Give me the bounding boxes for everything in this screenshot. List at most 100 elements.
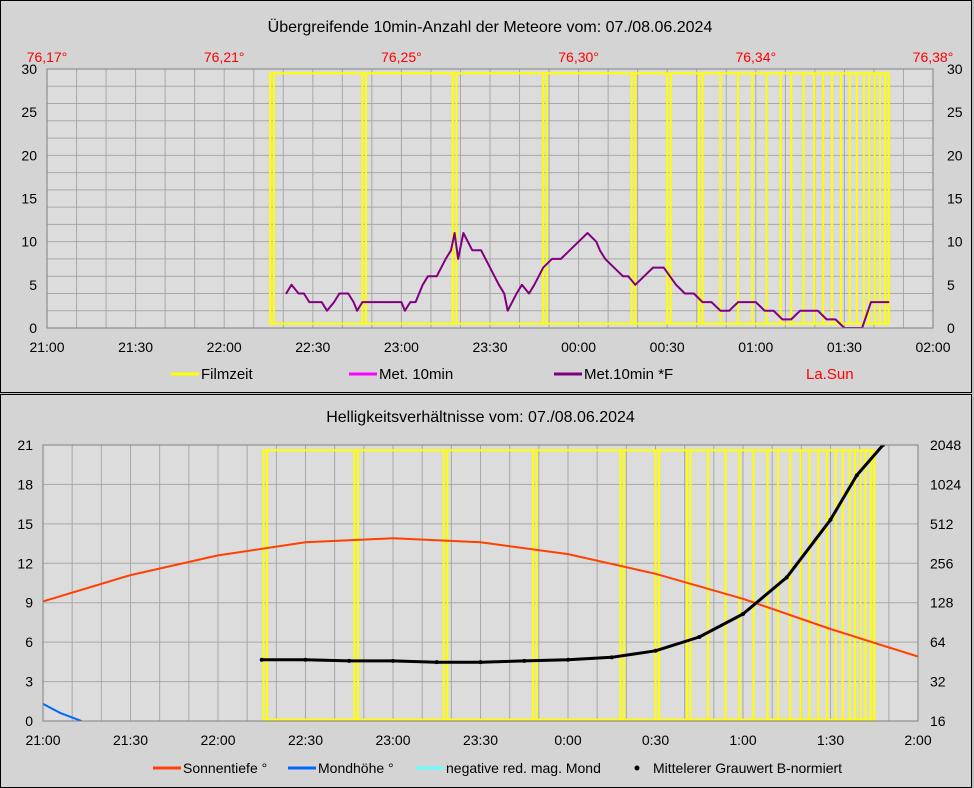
y-tick-label: 9 [25,595,33,611]
x-tick-label: 00:00 [561,339,596,355]
y-tick-label: 0 [25,713,33,729]
x-tick-label: 2:00 [904,732,931,748]
data-point [450,249,452,252]
x-tick-label: 01:00 [738,339,773,355]
solar-longitude-label: 76,34° [735,49,776,65]
data-point [697,635,702,640]
y2-tick-label: 128 [930,595,954,611]
data-point [568,249,571,252]
data-point [742,597,744,600]
data-point [684,292,686,295]
data-point [643,275,645,278]
x-tick-label: 0:00 [554,732,581,748]
data-point [414,301,417,303]
solar-longitude-label: 76,21° [204,49,245,65]
data-point [515,292,518,295]
y-tick-label: 0 [29,320,37,336]
data-point [333,301,335,303]
meteor-count-panel: Übergreifende 10min-Anzahl der Meteore v… [0,0,972,393]
series-mittelerer-grauwert-b-normiert [259,445,885,665]
data-point [634,284,637,286]
data-point [457,258,459,260]
data-point [489,266,491,269]
data-point [217,554,219,557]
data-point [728,309,731,312]
data-point [392,537,394,540]
data-point [829,628,832,630]
data-point [542,266,544,269]
legend: Sonnentiefe ° Mondhöhe ° negative red. mag… [153,760,842,776]
data-point [498,284,500,286]
x-tick-label: 23:30 [463,732,498,748]
x-tick-label: 22:00 [207,339,242,355]
data-point [627,275,630,278]
y-axis-ticks: 0 3 6 9 12 15 18 21 [17,437,33,729]
data-point [566,657,570,662]
data-point [737,301,739,303]
x-tick-label: 22:00 [200,732,235,748]
series-line [261,445,885,664]
data-point [719,309,722,312]
data-point [609,655,614,660]
x-tick-label: 22:30 [295,339,330,355]
x-tick-label: 0:30 [642,732,669,748]
x-tick-label: 23:30 [472,339,507,355]
solar-longitude-ticks: 76,17° 76,21° 76,25° 76,30° 76,34° 76,38° [27,49,954,65]
y-tick-label: 20 [21,147,37,163]
y-right-tick-label: 10 [947,234,963,250]
data-point [382,301,385,303]
data-point [551,258,553,260]
data-point [652,266,654,269]
data-point [259,657,264,662]
data-point [365,301,367,303]
data-point [338,292,341,295]
data-point [503,292,505,295]
y-tick-label: 5 [29,277,37,293]
x-tick-label: 22:30 [288,732,323,748]
data-point [599,249,601,252]
data-point [391,301,394,303]
data-point [528,292,530,295]
x-tick-label: 01:30 [827,339,862,355]
y2-axis-ticks: 16 32 64 128 256 512 1024 2048 [930,437,961,729]
data-point [356,309,358,312]
x-tick-label: 23:00 [384,339,419,355]
data-point [567,553,569,555]
y2-tick-label: 64 [930,634,946,650]
data-point [391,658,395,663]
legend-label: Met.10min *F [584,366,673,383]
data-point [654,573,657,575]
data-point [790,318,793,321]
y2-tick-label: 1024 [930,476,961,492]
data-point [662,266,665,269]
data-point [326,309,328,312]
y-right-tick-label: 15 [947,191,963,207]
data-point [434,660,439,665]
data-point [304,541,307,544]
x-tick-label: 1:00 [729,732,756,748]
y-tick-label: 30 [21,61,37,77]
legend-label: La.Sun [806,366,854,383]
data-point [320,301,323,303]
y2-axis-ticks: 0 5 10 15 20 25 30 [947,61,963,336]
plot-border [42,444,919,722]
data-point [577,240,580,243]
data-point [604,258,606,260]
data-point [808,309,810,312]
data-point [781,318,784,321]
data-point [421,284,424,286]
x-tick-label: 00:30 [650,339,685,355]
data-point [129,574,132,576]
data-point [471,249,474,252]
data-point [290,284,293,286]
data-point [427,275,429,278]
data-point [436,275,438,278]
data-point [374,301,376,303]
data-point [595,240,598,243]
y-tick-label: 25 [21,104,37,120]
y-tick-label: 3 [25,674,33,690]
filmzeit-blocks [262,449,876,721]
y2-tick-label: 256 [930,555,954,571]
brightness-chart: Helligkeitsverhältnisse vom: 07./08.06.2… [17,409,961,776]
data-point [352,301,355,303]
